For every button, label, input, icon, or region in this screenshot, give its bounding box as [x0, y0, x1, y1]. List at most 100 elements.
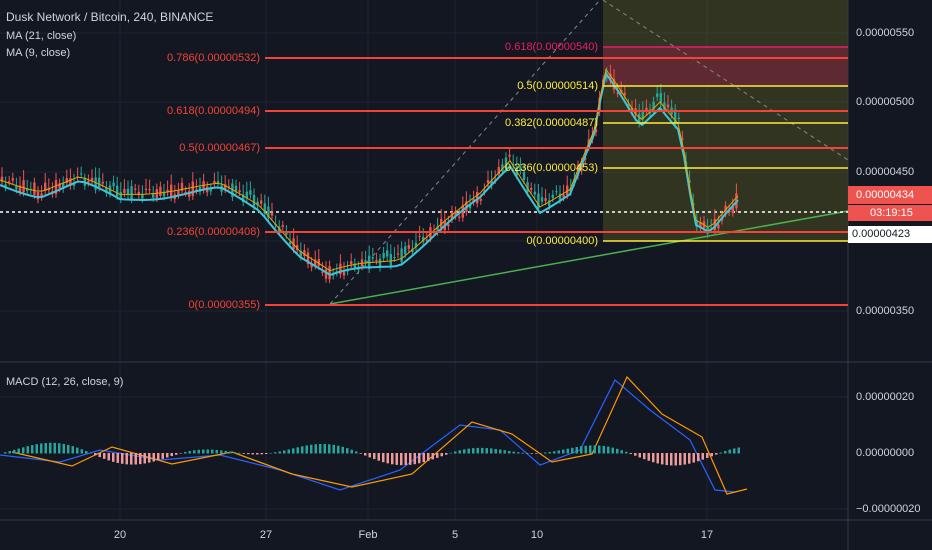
hist-bar	[251, 453, 254, 455]
candle	[94, 177, 97, 190]
hist-bar	[206, 449, 209, 454]
candle	[544, 198, 547, 202]
hist-bar	[242, 453, 245, 454]
candle	[533, 191, 536, 195]
hist-bar	[490, 448, 493, 454]
hist-bar	[481, 447, 484, 454]
hist-bar	[157, 453, 160, 461]
hist-bar	[454, 451, 457, 454]
hist-bar	[701, 453, 704, 460]
candle	[479, 199, 482, 201]
hist-bar	[737, 447, 740, 454]
candle	[645, 107, 648, 112]
countdown: 03:19:15	[870, 207, 913, 219]
candle	[353, 263, 356, 268]
candle	[4, 184, 7, 188]
candle	[512, 163, 515, 166]
candle	[198, 186, 202, 192]
candle	[317, 259, 320, 266]
candle	[267, 206, 270, 218]
hist-bar	[584, 445, 587, 454]
candle	[731, 206, 734, 213]
candle	[393, 257, 396, 259]
candle	[227, 186, 230, 188]
candle	[126, 188, 130, 195]
hist-bar	[400, 453, 403, 466]
candle	[47, 188, 50, 191]
hist-bar	[67, 444, 70, 454]
hist-bar	[319, 443, 322, 454]
candle	[69, 178, 72, 186]
candle	[378, 258, 382, 268]
price-label: 0.00000550	[856, 27, 914, 39]
candle	[105, 187, 108, 193]
candle	[209, 189, 212, 192]
hist-bar	[683, 453, 686, 465]
candle	[666, 104, 670, 108]
candle	[677, 117, 680, 119]
candle	[530, 188, 533, 190]
candle	[501, 164, 504, 172]
hist-bar	[260, 453, 263, 455]
hist-bar	[629, 453, 632, 454]
candle	[141, 194, 144, 199]
hist-bar	[620, 450, 623, 454]
candle	[285, 232, 288, 235]
candle	[80, 173, 83, 175]
candle	[0, 176, 4, 182]
candles	[0, 64, 739, 284]
hist-bar	[494, 448, 497, 454]
hist-bar	[611, 447, 614, 454]
hist-bar	[44, 442, 47, 454]
candle	[11, 178, 14, 181]
candle	[18, 185, 22, 192]
candle	[324, 269, 328, 279]
hist-bar	[409, 453, 412, 465]
hist-bar	[269, 452, 272, 454]
fib-label: 0.786(0.00000532)	[167, 52, 260, 64]
candle	[328, 266, 331, 280]
candle	[296, 245, 299, 250]
hist-bar	[346, 448, 349, 454]
price-label: 0.00000500	[856, 96, 914, 108]
candle	[616, 92, 619, 94]
hist-bar	[238, 452, 241, 454]
signal-line	[11, 375, 748, 495]
candle	[699, 221, 702, 228]
candle	[184, 191, 187, 193]
hist-bar	[112, 453, 115, 462]
candle	[555, 191, 558, 193]
candle	[468, 204, 472, 209]
hist-bar	[377, 453, 380, 461]
hist-bar	[607, 446, 610, 454]
hist-bar	[521, 452, 524, 454]
hist-bar	[22, 447, 25, 454]
hist-bar	[8, 451, 11, 454]
hist-bar	[688, 453, 691, 464]
title: Dusk Network / Bitcoin, 240, BINANCE	[6, 10, 213, 24]
hist-bar	[193, 450, 196, 454]
candle	[526, 182, 529, 193]
hist-bar	[530, 453, 533, 454]
hist-bar	[661, 453, 664, 465]
candle	[292, 238, 295, 249]
candle	[537, 193, 540, 209]
hist-bar	[499, 449, 502, 454]
hist-bar	[49, 442, 52, 454]
candle	[630, 107, 634, 112]
hist-bar	[121, 453, 124, 464]
hist-bar	[17, 448, 20, 454]
hist-bar	[202, 449, 205, 454]
time-label: 5	[452, 529, 458, 541]
hist-bar	[89, 452, 92, 454]
candle	[461, 205, 464, 218]
hist-bar	[62, 443, 65, 454]
hist-bar	[463, 449, 466, 454]
candle	[371, 257, 374, 259]
hist-bar	[634, 453, 637, 456]
candle	[407, 245, 410, 249]
candle	[404, 246, 407, 255]
candle	[450, 211, 454, 220]
hist-bar	[58, 443, 61, 454]
hist-bar	[152, 453, 155, 462]
